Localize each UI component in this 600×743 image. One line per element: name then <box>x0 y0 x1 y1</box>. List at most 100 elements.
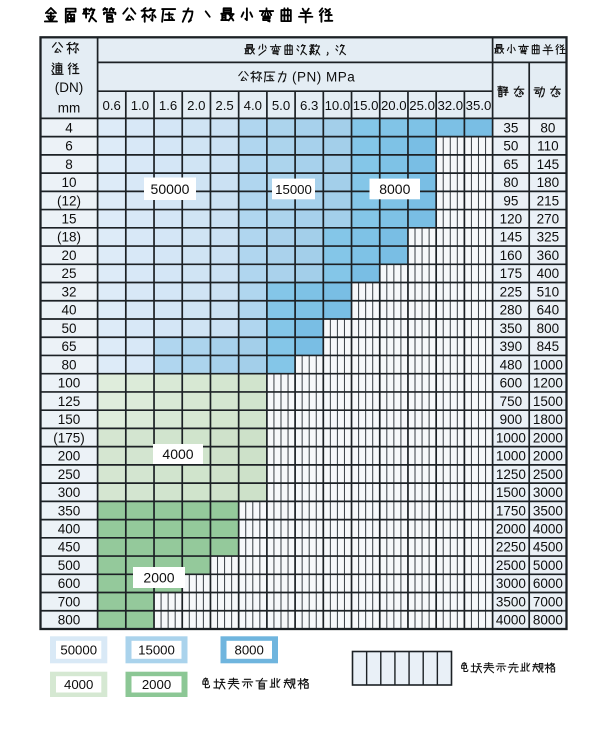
svg-text:1500: 1500 <box>496 485 526 500</box>
svg-text:500: 500 <box>58 558 81 573</box>
svg-text:4000: 4000 <box>162 446 193 462</box>
svg-text:6000: 6000 <box>533 576 563 591</box>
svg-text:(DN): (DN) <box>55 80 84 95</box>
svg-text:6.3: 6.3 <box>300 98 318 113</box>
svg-text:480: 480 <box>500 357 523 372</box>
svg-text:600: 600 <box>58 576 81 591</box>
svg-text:2000: 2000 <box>143 570 174 586</box>
svg-text:160: 160 <box>500 248 523 263</box>
svg-text:175: 175 <box>500 266 523 281</box>
svg-text:20.0: 20.0 <box>381 98 407 113</box>
svg-text:4500: 4500 <box>533 540 563 555</box>
svg-text:110: 110 <box>537 139 559 154</box>
svg-text:100: 100 <box>58 376 81 391</box>
svg-text:900: 900 <box>500 412 523 427</box>
svg-text:2000: 2000 <box>142 677 171 692</box>
svg-text:360: 360 <box>537 248 560 263</box>
svg-text:(PN) MPa: (PN) MPa <box>292 70 355 85</box>
svg-text:25.0: 25.0 <box>409 98 435 113</box>
svg-text:270: 270 <box>537 212 560 227</box>
svg-text:4.0: 4.0 <box>244 98 262 113</box>
svg-text:50: 50 <box>61 321 76 336</box>
svg-text:15: 15 <box>61 212 76 227</box>
svg-text:400: 400 <box>58 522 81 537</box>
svg-text:1000: 1000 <box>533 357 563 372</box>
svg-text:35: 35 <box>503 120 518 135</box>
svg-text:200: 200 <box>58 449 81 464</box>
svg-text:25: 25 <box>61 266 76 281</box>
svg-text:1800: 1800 <box>533 412 563 427</box>
svg-text:450: 450 <box>58 540 81 555</box>
svg-text:40: 40 <box>61 303 76 318</box>
svg-text:2500: 2500 <box>533 467 563 482</box>
svg-text:32.0: 32.0 <box>437 98 463 113</box>
svg-text:3500: 3500 <box>496 594 526 609</box>
svg-text:8: 8 <box>65 157 73 172</box>
svg-text:0.6: 0.6 <box>103 98 121 113</box>
svg-text:3000: 3000 <box>533 485 563 500</box>
svg-text:4000: 4000 <box>533 522 563 537</box>
svg-text:350: 350 <box>58 503 81 518</box>
svg-text:8000: 8000 <box>379 181 410 197</box>
svg-text:215: 215 <box>537 193 560 208</box>
svg-text:10: 10 <box>61 175 76 190</box>
svg-text:1.0: 1.0 <box>131 98 149 113</box>
svg-text:50000: 50000 <box>60 643 97 658</box>
svg-text:65: 65 <box>61 339 76 354</box>
svg-text:600: 600 <box>500 376 523 391</box>
svg-text:35.0: 35.0 <box>466 98 492 113</box>
svg-text:180: 180 <box>537 175 560 190</box>
svg-text:800: 800 <box>58 613 81 628</box>
svg-text:32: 32 <box>61 284 76 299</box>
svg-text:50000: 50000 <box>151 181 190 197</box>
svg-text:280: 280 <box>500 303 523 318</box>
svg-text:15.0: 15.0 <box>353 98 379 113</box>
svg-text:65: 65 <box>503 157 518 172</box>
svg-text:4: 4 <box>65 120 73 135</box>
svg-text:1000: 1000 <box>496 449 526 464</box>
svg-text:50: 50 <box>503 139 518 154</box>
svg-text:700: 700 <box>58 594 81 609</box>
svg-text:15000: 15000 <box>275 182 312 197</box>
svg-text:95: 95 <box>503 193 518 208</box>
svg-text:80: 80 <box>61 357 76 372</box>
svg-text:300: 300 <box>58 485 81 500</box>
svg-text:1.6: 1.6 <box>159 98 177 113</box>
svg-text:510: 510 <box>537 284 560 299</box>
svg-text:390: 390 <box>500 339 523 354</box>
svg-text:2000: 2000 <box>533 430 563 445</box>
svg-text:80: 80 <box>540 120 555 135</box>
svg-text:3000: 3000 <box>496 576 526 591</box>
svg-text:mm: mm <box>58 101 81 116</box>
svg-text:(12): (12) <box>57 193 81 208</box>
svg-text:325: 325 <box>537 230 560 245</box>
svg-text:120: 120 <box>500 212 523 227</box>
svg-text:7000: 7000 <box>533 594 563 609</box>
svg-text:8000: 8000 <box>533 613 563 628</box>
svg-text:225: 225 <box>500 284 523 299</box>
svg-text:3500: 3500 <box>533 503 563 518</box>
svg-text:145: 145 <box>537 157 560 172</box>
svg-text:350: 350 <box>500 321 523 336</box>
svg-text:2250: 2250 <box>496 540 526 555</box>
svg-text:845: 845 <box>537 339 560 354</box>
svg-text:2500: 2500 <box>496 558 526 573</box>
svg-text:1250: 1250 <box>496 467 526 482</box>
svg-text:250: 250 <box>58 467 81 482</box>
svg-text:15000: 15000 <box>138 643 175 658</box>
svg-text:125: 125 <box>58 394 81 409</box>
svg-text:2000: 2000 <box>496 522 526 537</box>
svg-text:1000: 1000 <box>496 430 526 445</box>
svg-text:5.0: 5.0 <box>272 98 290 113</box>
svg-text:640: 640 <box>537 303 560 318</box>
svg-text:2000: 2000 <box>533 449 563 464</box>
svg-text:4000: 4000 <box>496 613 526 628</box>
svg-text:(175): (175) <box>53 430 85 445</box>
svg-text:10.0: 10.0 <box>325 98 351 113</box>
svg-text:150: 150 <box>58 412 81 427</box>
svg-text:145: 145 <box>500 230 523 245</box>
svg-text:8000: 8000 <box>235 643 264 658</box>
svg-text:800: 800 <box>537 321 560 336</box>
svg-text:1750: 1750 <box>496 503 526 518</box>
svg-text:5000: 5000 <box>533 558 563 573</box>
